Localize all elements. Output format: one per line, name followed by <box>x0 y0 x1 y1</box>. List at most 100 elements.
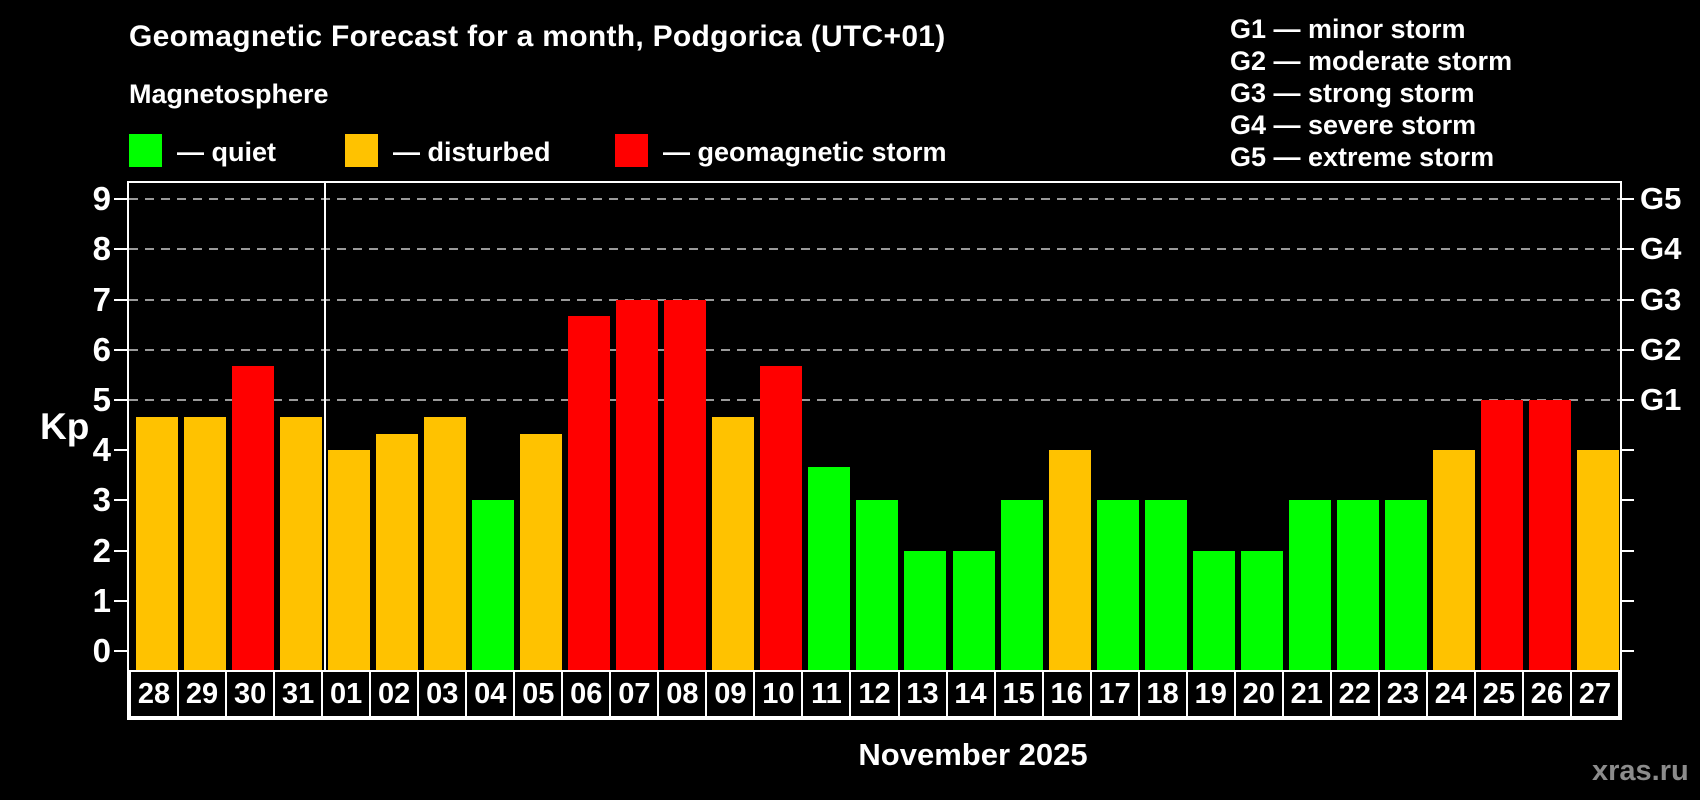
y-tick <box>114 549 127 552</box>
day-label-cell: 11 <box>801 670 852 718</box>
kp-bar-day-09 <box>712 416 755 670</box>
kp-bar-day-10 <box>760 366 803 670</box>
gridline-kp9 <box>129 198 1620 201</box>
kp-bar-day-07 <box>616 299 659 670</box>
kp-bar-day-18 <box>1144 500 1187 670</box>
y-tick-label: 5 <box>92 381 111 418</box>
day-label-cell: 21 <box>1281 670 1332 718</box>
day-label-cell: 04 <box>465 670 516 718</box>
page-title: Geomagnetic Forecast for a month, Podgor… <box>129 20 946 53</box>
plot-box: 28 29 30 31 01 02 03 04 05 06 07 08 09 10 11 12 13 14 15 16… <box>93 180 1681 720</box>
y-tick <box>114 499 127 502</box>
day-label-cell: 15 <box>993 670 1044 718</box>
right-tick <box>1622 399 1634 401</box>
kp-bar-day-26 <box>1528 400 1571 670</box>
g-scale-label-G2: G2 <box>1640 331 1682 367</box>
kp-bar-day-12 <box>856 500 899 670</box>
kp-bar-day-04 <box>472 500 515 670</box>
g-scale-label-G3: G3 <box>1640 281 1682 317</box>
kp-bar-day-03 <box>424 416 467 670</box>
y-tick <box>114 449 127 452</box>
day-label-cell: 19 <box>1185 670 1236 718</box>
g-scale-label-G5: G5 <box>1640 181 1682 217</box>
quiet-legend-swatch <box>129 134 162 167</box>
day-label-cell: 23 <box>1377 670 1428 718</box>
kp-bar-day-14 <box>952 550 995 670</box>
day-label-cell: 16 <box>1041 670 1092 718</box>
y-tick-label: 6 <box>92 330 111 368</box>
right-tick <box>1622 348 1634 351</box>
right-tick <box>1622 499 1634 502</box>
magnetosphere-subtitle: Magnetosphere <box>129 79 329 109</box>
month-label: November 2025 <box>858 737 1088 772</box>
day-label-cell: 08 <box>657 670 708 718</box>
kp-bar-day-11 <box>808 466 851 670</box>
disturbed-legend-label: — disturbed <box>393 137 551 167</box>
gridline-kp8 <box>129 248 1620 251</box>
storm-legend-swatch <box>615 134 648 167</box>
day-label-row: 28 29 30 31 01 02 03 04 05 06 07 08 09 10 11 12 13 14 15 16… <box>129 670 1620 718</box>
kp-bar-day-27 <box>1576 450 1619 670</box>
day-label-cell: 05 <box>513 670 564 718</box>
kp-bar-day-01 <box>328 450 371 670</box>
y-tick-label: 7 <box>92 280 111 318</box>
kp-bar-day-24 <box>1432 450 1475 670</box>
kp-bar-day-16 <box>1048 450 1091 670</box>
day-label-cell: 03 <box>417 670 468 718</box>
y-tick <box>114 599 127 602</box>
right-tick <box>1622 549 1634 552</box>
right-tick <box>1622 198 1634 201</box>
y-tick-label: 9 <box>92 180 111 218</box>
day-label-cell: 14 <box>945 670 996 718</box>
day-label-cell: 22 <box>1329 670 1380 718</box>
month-separator-line <box>324 183 327 670</box>
day-label-cell: 01 <box>321 670 372 718</box>
kp-bar-day-30 <box>232 366 275 670</box>
kp-bar-day-23 <box>1384 500 1427 670</box>
y-tick-label: 0 <box>92 632 111 669</box>
watermark: xras.ru <box>1592 755 1689 787</box>
g-scale-legend: G1 — minor storm G2 — moderate storm G3 … <box>1230 14 1513 172</box>
day-label-cell: 20 <box>1233 670 1284 718</box>
y-tick <box>114 650 127 652</box>
kp-bar-day-13 <box>904 550 947 670</box>
kp-bar-day-21 <box>1288 500 1331 670</box>
kp-bar-day-08 <box>664 299 707 670</box>
g-scale-label-G1: G1 <box>1640 382 1682 417</box>
right-tick <box>1622 248 1634 251</box>
y-tick <box>114 399 127 401</box>
kp-bar-day-29 <box>184 416 227 670</box>
right-tick <box>1622 650 1634 652</box>
kp-bar-day-20 <box>1240 550 1283 670</box>
storm-legend-label: — geomagnetic storm <box>663 137 947 167</box>
kp-axis-label: Kp <box>40 406 90 447</box>
day-label-cell: 30 <box>225 670 276 718</box>
y-tick-label: 3 <box>92 481 111 519</box>
y-tick-label: 4 <box>92 431 111 469</box>
day-label-cell: 12 <box>849 670 900 718</box>
kp-bar-day-28 <box>136 416 178 670</box>
y-tick <box>114 298 127 301</box>
kp-bar-day-19 <box>1192 550 1235 670</box>
day-label-cell: 24 <box>1425 670 1476 718</box>
kp-bar-day-05 <box>520 433 563 670</box>
kp-bar-day-02 <box>376 433 419 670</box>
day-label-cell: 17 <box>1089 670 1140 718</box>
kp-bar-day-15 <box>1000 500 1043 670</box>
day-label-cell: 25 <box>1473 670 1524 718</box>
kp-bar-day-06 <box>568 316 611 670</box>
right-tick <box>1622 449 1634 452</box>
plot-area: 28 29 30 31 01 02 03 04 05 06 07 08 09 10 11 12 13 14 15 16… <box>93 180 1681 718</box>
y-tick <box>114 198 127 201</box>
disturbed-legend-swatch <box>345 134 378 167</box>
y-tick <box>114 248 127 251</box>
day-label-cell: 27 <box>1569 670 1620 718</box>
bars-area <box>129 183 1620 670</box>
day-label-cell: 31 <box>273 670 324 718</box>
kp-bar-day-22 <box>1336 500 1379 670</box>
day-label-cell: 10 <box>753 670 804 718</box>
day-label-cell: 06 <box>561 670 612 718</box>
quiet-legend-label: — quiet <box>177 137 276 167</box>
kp-bar-day-31 <box>280 416 323 670</box>
kp-bar-day-17 <box>1096 500 1139 670</box>
